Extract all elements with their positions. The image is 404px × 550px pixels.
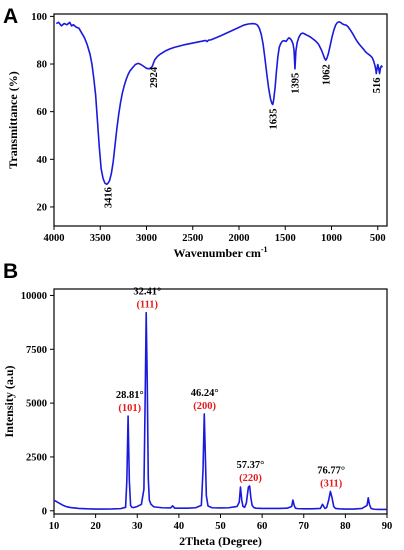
x-tick-label: 80 bbox=[340, 521, 351, 532]
y-tick-label: 7500 bbox=[26, 345, 47, 356]
y-tick-label: 0 bbox=[42, 506, 47, 517]
miller-index-label: (101) bbox=[118, 403, 141, 414]
x-tick-label: 20 bbox=[90, 521, 101, 532]
x-tick-label: 50 bbox=[215, 521, 226, 532]
y-tick-label: 100 bbox=[31, 12, 47, 23]
y-tick-label: 5000 bbox=[26, 399, 47, 410]
y-tick-label: 80 bbox=[37, 60, 48, 71]
peak-label: 1062 bbox=[321, 64, 332, 85]
x-tick-label: 70 bbox=[299, 521, 310, 532]
ftir-chart: 4000 3500 3000 2500 2000 1500 1000 500 20 40 60 80 1… bbox=[6, 12, 388, 260]
series-line bbox=[55, 21, 384, 186]
x-tick-label: 3500 bbox=[90, 233, 111, 244]
x-tick-label: 2500 bbox=[182, 233, 203, 244]
y-tick-label: 20 bbox=[37, 202, 48, 213]
x-tick-label: 2000 bbox=[229, 233, 250, 244]
miller-index-label: (220) bbox=[239, 473, 262, 484]
peak-label: 1635 bbox=[268, 109, 279, 130]
x-tick-label: 10 bbox=[49, 521, 60, 532]
panel-letter-b: B bbox=[3, 260, 18, 283]
x-tick-label: 60 bbox=[257, 521, 268, 532]
y-tick-label: 40 bbox=[37, 155, 48, 166]
y-axis-title: Intensity (a.u) bbox=[2, 365, 16, 437]
peak-label: 2924 bbox=[149, 66, 160, 88]
x-axis-title: 2Theta (Degree) bbox=[179, 534, 262, 548]
peak-angle-label: 57.37° bbox=[237, 460, 265, 471]
peak-angle-label: 46.24° bbox=[191, 388, 219, 399]
y-tick-label: 2500 bbox=[26, 452, 47, 463]
x-tick-label: 1000 bbox=[321, 233, 342, 244]
peak-angle-label: 32.41° bbox=[133, 287, 161, 298]
miller-index-label: (311) bbox=[320, 478, 343, 489]
y-axis-title: Transmittance (%) bbox=[6, 71, 20, 168]
peak-label: 516 bbox=[372, 78, 383, 94]
xrd-chart: 10 20 30 40 50 60 70 80 90 0 2500 5000 7500 10000 2The… bbox=[2, 287, 392, 548]
plot-frame bbox=[53, 13, 388, 227]
x-tick-label: 3000 bbox=[136, 233, 157, 244]
y-tick-label: 60 bbox=[37, 107, 48, 118]
x-tick-label: 4000 bbox=[44, 233, 65, 244]
panel-letter-a: A bbox=[3, 5, 18, 28]
x-tick-label: 1500 bbox=[275, 233, 296, 244]
x-tick-label: 40 bbox=[174, 521, 185, 532]
miller-index-label: (200) bbox=[193, 401, 216, 412]
peak-label: 1395 bbox=[290, 73, 301, 94]
peak-angle-label: 28.81° bbox=[116, 390, 144, 401]
x-tick-label: 500 bbox=[370, 233, 386, 244]
x-tick-label: 30 bbox=[132, 521, 143, 532]
peak-angle-label: 76.77° bbox=[317, 465, 345, 476]
x-axis-title: Wavenumber cm-1 bbox=[173, 245, 267, 260]
series-line bbox=[53, 311, 387, 511]
x-tick-label: 90 bbox=[382, 521, 393, 532]
y-tick-label: 10000 bbox=[21, 291, 47, 302]
miller-index-label: (111) bbox=[136, 300, 158, 311]
peak-label: 3416 bbox=[104, 187, 115, 208]
x-axis-title-superscript: -1 bbox=[261, 245, 268, 254]
